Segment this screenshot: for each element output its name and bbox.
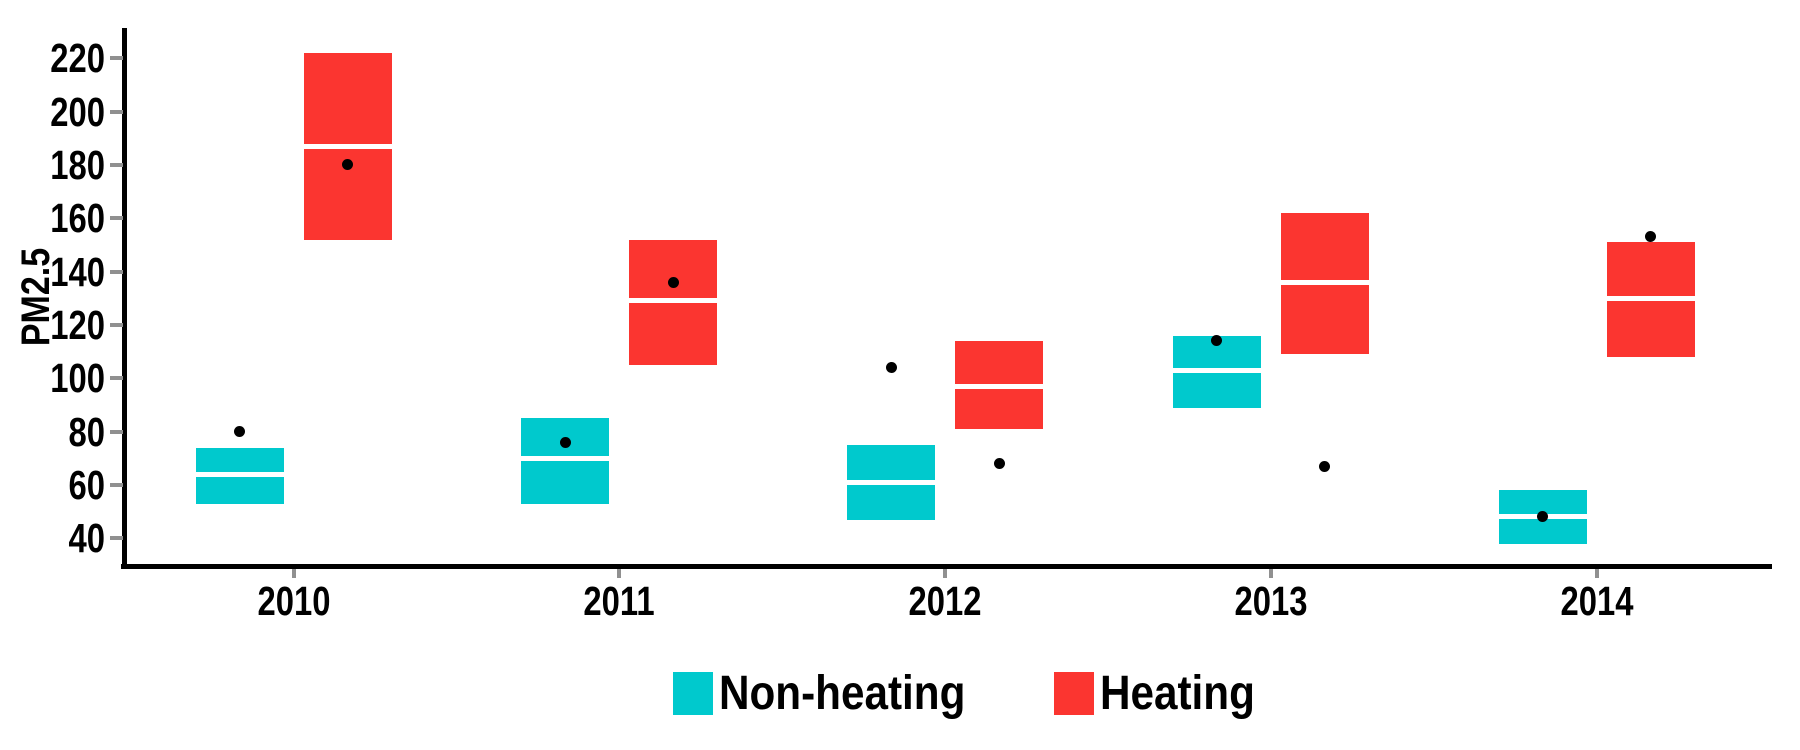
- x-axis-line: [121, 564, 1772, 569]
- y-axis-tick: [110, 56, 123, 61]
- y-axis-tick: [110, 376, 123, 381]
- median-line-non-heating-2011: [521, 455, 610, 461]
- x-axis-tick-label: 2012: [908, 578, 982, 624]
- y-axis-tick-label: 120: [50, 301, 105, 348]
- y-axis-tick: [110, 482, 123, 487]
- mean-point-non-heating-2011: [559, 436, 571, 448]
- x-axis-tick-label: 2011: [583, 578, 655, 624]
- mean-point-heating-2013: [1319, 460, 1331, 472]
- y-axis-tick-label: 200: [50, 88, 105, 135]
- y-axis-tick: [110, 322, 123, 327]
- y-axis-tick: [110, 162, 123, 167]
- mean-point-non-heating-2014: [1537, 511, 1549, 523]
- y-axis-tick-label: 160: [50, 195, 105, 242]
- mean-point-non-heating-2010: [234, 426, 245, 438]
- y-axis-tick-label: 80: [68, 408, 105, 455]
- x-axis-tick: [1268, 569, 1273, 578]
- mean-point-heating-2010: [342, 159, 353, 171]
- median-line-heating-2013: [1280, 279, 1369, 285]
- y-axis-tick-label: 140: [50, 248, 105, 295]
- y-axis-tick-label: 60: [68, 461, 105, 508]
- y-axis-tick: [110, 109, 123, 114]
- legend-label-heating: Heating: [1100, 667, 1255, 720]
- x-axis-tick-label: 2013: [1234, 578, 1308, 624]
- legend-label-non-heating: Non-heating: [719, 667, 966, 720]
- legend-swatch-non-heating: [673, 672, 713, 715]
- y-axis-tick: [110, 216, 123, 221]
- x-axis-tick: [1594, 569, 1599, 578]
- y-axis-tick-label: 100: [50, 355, 105, 402]
- median-line-heating-2014: [1606, 295, 1695, 301]
- mean-point-non-heating-2012: [885, 362, 897, 374]
- y-axis-tick-label: 220: [50, 35, 105, 82]
- legend-swatch-heating: [1054, 672, 1094, 715]
- median-line-non-heating-2013: [1172, 367, 1261, 373]
- median-line-heating-2012: [955, 383, 1044, 389]
- mean-point-heating-2014: [1645, 231, 1657, 243]
- y-axis-tick: [110, 536, 123, 541]
- x-axis-tick: [617, 569, 622, 578]
- x-axis-tick-label: 2010: [257, 578, 330, 624]
- median-line-heating-2011: [629, 298, 718, 304]
- y-axis-tick-label: 180: [50, 141, 105, 188]
- y-axis-line: [122, 28, 127, 569]
- mean-point-heating-2011: [667, 276, 679, 288]
- median-line-heating-2010: [303, 143, 392, 149]
- y-axis-tick: [110, 429, 123, 434]
- y-axis-tick-label: 40: [68, 515, 105, 562]
- median-line-non-heating-2010: [195, 471, 284, 477]
- x-axis-tick: [291, 569, 296, 578]
- mean-point-heating-2012: [993, 458, 1005, 470]
- median-line-non-heating-2012: [847, 479, 936, 485]
- x-axis-tick-label: 2014: [1560, 578, 1634, 624]
- mean-point-non-heating-2013: [1211, 335, 1223, 347]
- x-axis-tick: [943, 569, 948, 578]
- y-axis-tick: [110, 269, 123, 274]
- crossbar-box-non-heating-2011: [521, 418, 610, 504]
